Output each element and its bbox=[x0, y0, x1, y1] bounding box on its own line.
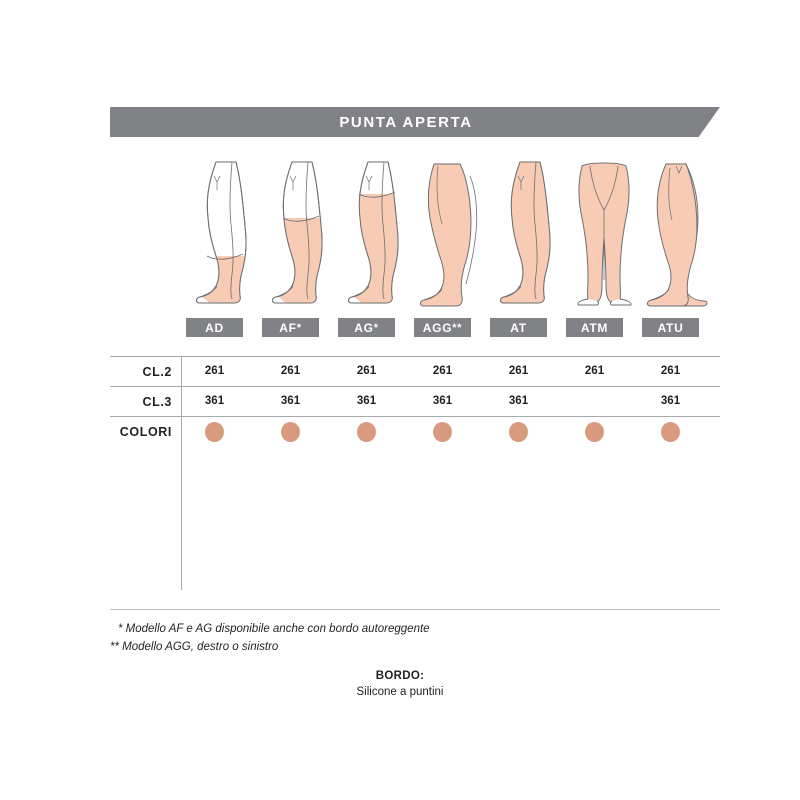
row-label-cl3: CL.3 bbox=[142, 395, 172, 409]
cell-cl2-ad: 261 bbox=[204, 365, 225, 377]
banner-background bbox=[110, 107, 720, 137]
cell-cl2-agg: 261 bbox=[432, 365, 453, 377]
row-label-cl2: CL.2 bbox=[142, 365, 172, 379]
color-swatch-ag[interactable] bbox=[357, 422, 376, 442]
leg-figure-ag bbox=[338, 160, 414, 312]
footnote-single-star: * Modello AF e AG disponibile anche con … bbox=[118, 623, 430, 635]
cell-cl3-agg: 361 bbox=[432, 395, 453, 407]
code-chip-af[interactable]: AF * bbox=[262, 318, 319, 337]
color-swatch-ad[interactable] bbox=[205, 422, 224, 442]
table-rule-bottom bbox=[110, 416, 720, 417]
spec-table: CL.2 CL.3 COLORI 261 361 261 361 261 361 261 36… bbox=[110, 356, 720, 596]
cell-cl2-at: 261 bbox=[508, 365, 529, 377]
leg-figure-at bbox=[490, 160, 566, 312]
table-rule-top bbox=[110, 356, 720, 357]
cell-cl2-atm: 261 bbox=[584, 365, 605, 377]
table-divider-vertical bbox=[181, 356, 182, 590]
leg-figure-atm bbox=[566, 160, 642, 312]
cell-cl3-atu: 361 bbox=[660, 395, 681, 407]
color-swatch-af[interactable] bbox=[281, 422, 300, 442]
banner: PUNTA APERTA bbox=[110, 107, 720, 137]
code-chip-at[interactable]: AT bbox=[490, 318, 547, 337]
color-swatch-agg[interactable] bbox=[433, 422, 452, 442]
leg-figure-atu bbox=[642, 160, 718, 312]
color-swatch-atu[interactable] bbox=[661, 422, 680, 442]
cell-cl3-ag: 361 bbox=[356, 395, 377, 407]
leg-figure-ad bbox=[186, 160, 262, 312]
cell-cl2-atu: 261 bbox=[660, 365, 681, 377]
color-swatch-at[interactable] bbox=[509, 422, 528, 442]
footer-divider bbox=[110, 609, 720, 610]
cell-cl3-at: 361 bbox=[508, 395, 529, 407]
code-chip-atu[interactable]: ATU bbox=[642, 318, 699, 337]
code-chip-row: AD AF * AG * AGG ** AT ATM ATU bbox=[186, 318, 732, 337]
cell-cl3-af: 361 bbox=[280, 395, 301, 407]
figure-strip bbox=[186, 160, 732, 312]
code-chip-atm[interactable]: ATM bbox=[566, 318, 623, 337]
bordo-label: BORDO: bbox=[375, 670, 425, 682]
bordo-value: Silicone a puntini bbox=[356, 686, 444, 698]
code-chip-agg[interactable]: AGG ** bbox=[414, 318, 471, 337]
page-title: PUNTA APERTA bbox=[339, 113, 473, 131]
footnote-double-star: ** Modello AGG, destro o sinistro bbox=[110, 641, 279, 653]
code-chip-ad[interactable]: AD bbox=[186, 318, 243, 337]
cell-cl2-af: 261 bbox=[280, 365, 301, 377]
leg-figure-agg bbox=[414, 160, 490, 312]
cell-cl2-ag: 261 bbox=[356, 365, 377, 377]
color-swatch-atm[interactable] bbox=[585, 422, 604, 442]
row-label-colori: COLORI bbox=[119, 425, 172, 439]
table-rule-mid bbox=[110, 386, 720, 387]
code-chip-ag[interactable]: AG * bbox=[338, 318, 395, 337]
leg-figure-af bbox=[262, 160, 338, 312]
cell-cl3-ad: 361 bbox=[204, 395, 225, 407]
